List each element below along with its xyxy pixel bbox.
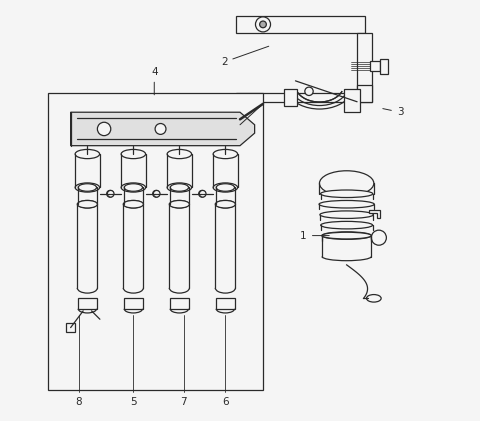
Ellipse shape [321, 221, 372, 229]
Circle shape [199, 190, 205, 197]
Polygon shape [344, 89, 360, 112]
Ellipse shape [77, 200, 97, 208]
Circle shape [97, 122, 111, 136]
Polygon shape [380, 59, 388, 74]
Ellipse shape [167, 149, 192, 159]
Polygon shape [71, 112, 254, 146]
Circle shape [305, 87, 313, 96]
Text: 1: 1 [300, 231, 329, 240]
Polygon shape [216, 298, 235, 309]
Circle shape [107, 190, 113, 197]
Polygon shape [170, 298, 189, 309]
Polygon shape [370, 61, 380, 71]
Ellipse shape [215, 200, 236, 208]
Ellipse shape [216, 200, 235, 208]
Circle shape [153, 190, 160, 197]
Polygon shape [236, 85, 372, 102]
Polygon shape [66, 323, 75, 332]
Circle shape [372, 230, 386, 245]
Ellipse shape [170, 184, 189, 191]
Polygon shape [236, 16, 365, 33]
Text: 7: 7 [180, 397, 187, 407]
Ellipse shape [121, 149, 145, 159]
Ellipse shape [216, 184, 235, 191]
Ellipse shape [78, 200, 96, 208]
Circle shape [153, 190, 159, 197]
Text: 3: 3 [383, 107, 404, 117]
Polygon shape [284, 89, 297, 106]
Ellipse shape [320, 171, 374, 196]
Ellipse shape [78, 184, 96, 191]
Ellipse shape [320, 211, 373, 218]
Ellipse shape [124, 200, 143, 208]
Polygon shape [357, 33, 372, 102]
Polygon shape [369, 210, 380, 218]
Circle shape [255, 17, 271, 32]
Ellipse shape [123, 200, 144, 208]
Ellipse shape [121, 183, 145, 192]
Ellipse shape [170, 200, 189, 208]
Ellipse shape [75, 183, 99, 192]
Polygon shape [124, 298, 143, 309]
Circle shape [108, 190, 114, 197]
Text: 5: 5 [130, 397, 137, 407]
Ellipse shape [322, 232, 372, 239]
Text: 2: 2 [221, 46, 269, 67]
Ellipse shape [319, 200, 374, 208]
Ellipse shape [124, 184, 143, 191]
Ellipse shape [169, 200, 190, 208]
Text: 8: 8 [76, 397, 82, 407]
Ellipse shape [367, 295, 381, 302]
Circle shape [260, 21, 266, 28]
Ellipse shape [167, 183, 192, 192]
Text: 6: 6 [222, 397, 228, 407]
Ellipse shape [213, 183, 238, 192]
Ellipse shape [321, 190, 373, 197]
Circle shape [199, 190, 206, 197]
Text: 4: 4 [151, 67, 157, 95]
Ellipse shape [213, 149, 238, 159]
Polygon shape [78, 298, 96, 309]
Ellipse shape [75, 149, 99, 159]
Ellipse shape [322, 232, 372, 240]
Bar [48, 93, 263, 390]
Circle shape [155, 123, 166, 134]
